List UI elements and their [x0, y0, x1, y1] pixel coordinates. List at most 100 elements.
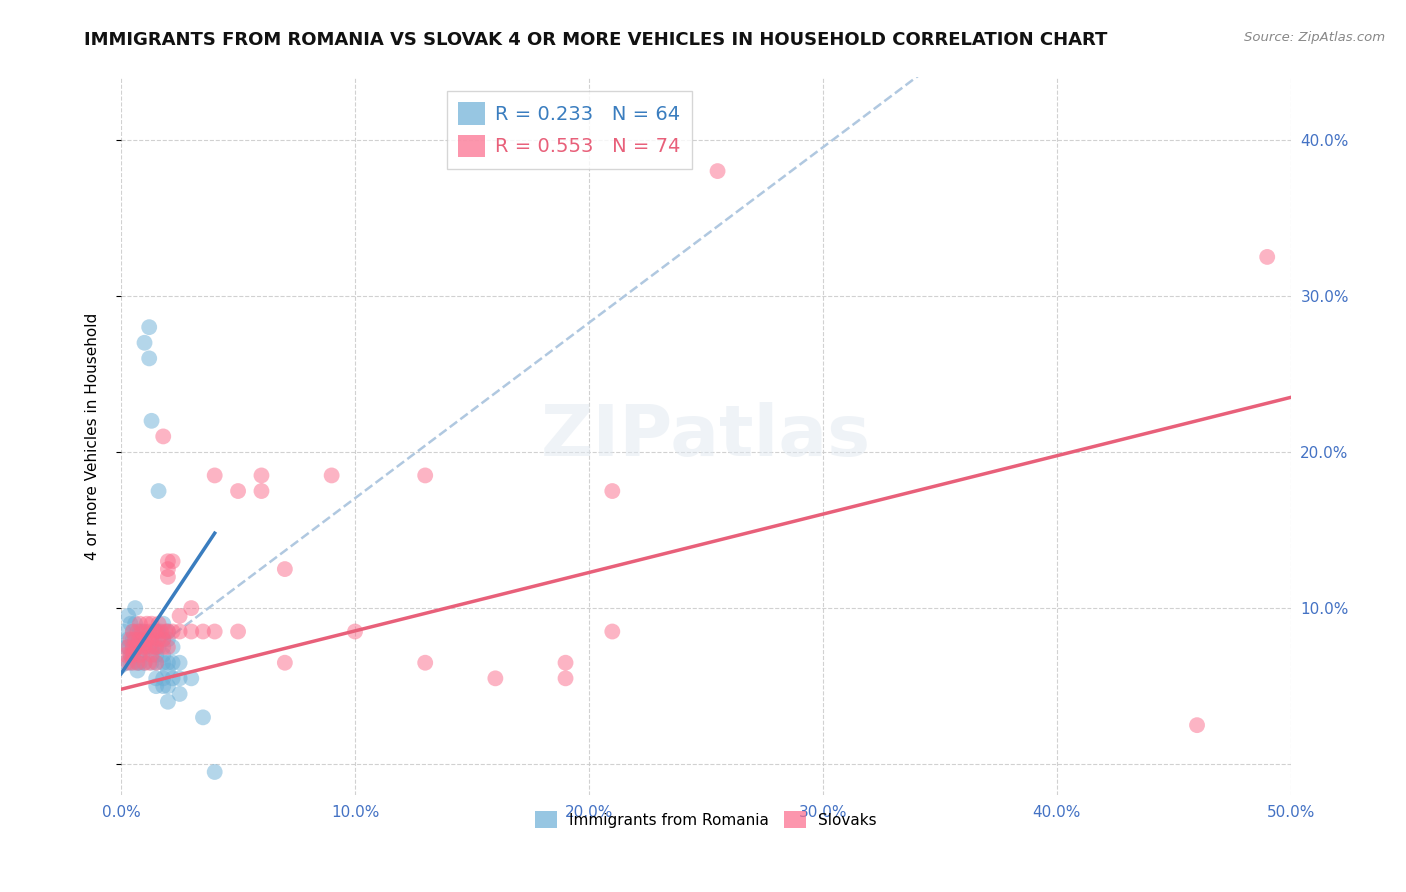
Point: [141, 616, 163, 631]
Point: [250, 483, 273, 498]
Point: [148, 624, 170, 639]
Point: [117, 640, 139, 654]
Point: [156, 624, 179, 639]
Point: [127, 640, 149, 654]
Point: [204, 764, 226, 779]
Text: IMMIGRANTS FROM ROMANIA VS SLOVAK 4 OR MORE VEHICLES IN HOUSEHOLD CORRELATION CH: IMMIGRANTS FROM ROMANIA VS SLOVAK 4 OR M…: [84, 31, 1108, 49]
Point: [127, 640, 149, 654]
Point: [128, 632, 150, 647]
Point: [204, 624, 226, 639]
Point: [148, 483, 170, 498]
Point: [135, 632, 157, 647]
Point: [152, 429, 174, 443]
Point: [120, 616, 142, 631]
Point: [162, 624, 184, 639]
Point: [156, 624, 179, 639]
Point: [138, 351, 160, 366]
Point: [554, 671, 576, 685]
Point: [152, 632, 174, 647]
Point: [121, 624, 143, 639]
Point: [128, 624, 150, 639]
Point: [142, 640, 165, 654]
Point: [145, 671, 167, 685]
Point: [121, 624, 143, 639]
Point: [155, 624, 177, 639]
Point: [152, 616, 174, 631]
Point: [127, 656, 149, 670]
Point: [128, 648, 150, 662]
Point: [600, 624, 623, 639]
Point: [274, 656, 297, 670]
Point: [180, 601, 202, 615]
Point: [131, 648, 153, 662]
Point: [127, 624, 149, 639]
Point: [152, 671, 174, 685]
Point: [169, 608, 191, 623]
Point: [413, 656, 436, 670]
Point: [121, 632, 143, 647]
Point: [141, 632, 163, 647]
Point: [156, 632, 179, 647]
Point: [1256, 250, 1278, 264]
Point: [1185, 718, 1208, 732]
Point: [344, 624, 367, 639]
Point: [121, 640, 143, 654]
Point: [169, 656, 191, 670]
Point: [138, 656, 160, 670]
Point: [145, 624, 167, 639]
Point: [117, 640, 139, 654]
Point: [131, 624, 153, 639]
Point: [141, 656, 163, 670]
Point: [141, 640, 163, 654]
Point: [120, 656, 142, 670]
Point: [141, 648, 163, 662]
Point: [191, 710, 214, 724]
Point: [156, 656, 179, 670]
Point: [128, 640, 150, 654]
Legend: Immigrants from Romania, Slovaks: Immigrants from Romania, Slovaks: [529, 805, 883, 834]
Point: [169, 671, 191, 685]
Point: [138, 640, 160, 654]
Point: [112, 624, 135, 639]
Point: [162, 656, 184, 670]
Point: [127, 664, 149, 678]
Text: Source: ZipAtlas.com: Source: ZipAtlas.com: [1244, 31, 1385, 45]
Text: ZIPatlas: ZIPatlas: [541, 402, 870, 471]
Point: [149, 624, 172, 639]
Point: [138, 320, 160, 334]
Point: [156, 679, 179, 693]
Point: [138, 624, 160, 639]
Point: [250, 468, 273, 483]
Point: [413, 468, 436, 483]
Point: [148, 616, 170, 631]
Point: [148, 640, 170, 654]
Point: [114, 648, 136, 662]
Point: [152, 656, 174, 670]
Point: [180, 671, 202, 685]
Point: [131, 640, 153, 654]
Point: [204, 468, 226, 483]
Point: [124, 601, 146, 615]
Point: [145, 656, 167, 670]
Point: [120, 632, 142, 647]
Point: [554, 656, 576, 670]
Point: [706, 164, 728, 178]
Point: [600, 483, 623, 498]
Point: [120, 648, 142, 662]
Point: [180, 624, 202, 639]
Point: [121, 648, 143, 662]
Point: [124, 640, 146, 654]
Point: [145, 640, 167, 654]
Point: [162, 671, 184, 685]
Point: [321, 468, 343, 483]
Point: [121, 648, 143, 662]
Point: [484, 671, 506, 685]
Point: [128, 616, 150, 631]
Point: [145, 648, 167, 662]
Point: [152, 679, 174, 693]
Point: [134, 656, 156, 670]
Y-axis label: 4 or more Vehicles in Household: 4 or more Vehicles in Household: [86, 313, 100, 560]
Point: [191, 624, 214, 639]
Point: [135, 616, 157, 631]
Point: [131, 632, 153, 647]
